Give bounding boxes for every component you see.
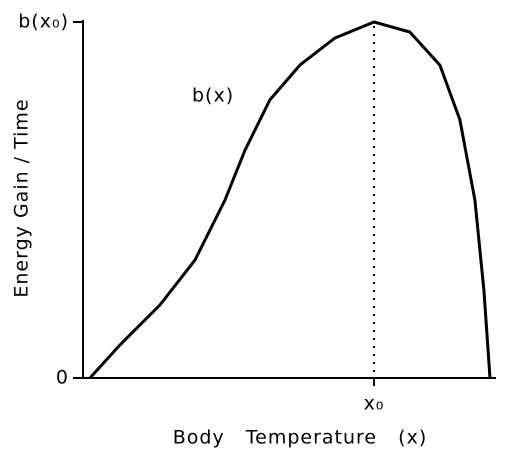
y-axis-label: Energy Gain / Time — [11, 98, 33, 297]
curve-annotation: b(x) — [192, 85, 234, 107]
x-axis-label: Body Temperature (x) — [173, 427, 427, 449]
y-tick-label: 0 — [56, 367, 69, 389]
x-tick-label: x₀ — [364, 393, 385, 415]
y-tick-label: b(x₀) — [18, 11, 69, 33]
curve — [88, 20, 492, 380]
